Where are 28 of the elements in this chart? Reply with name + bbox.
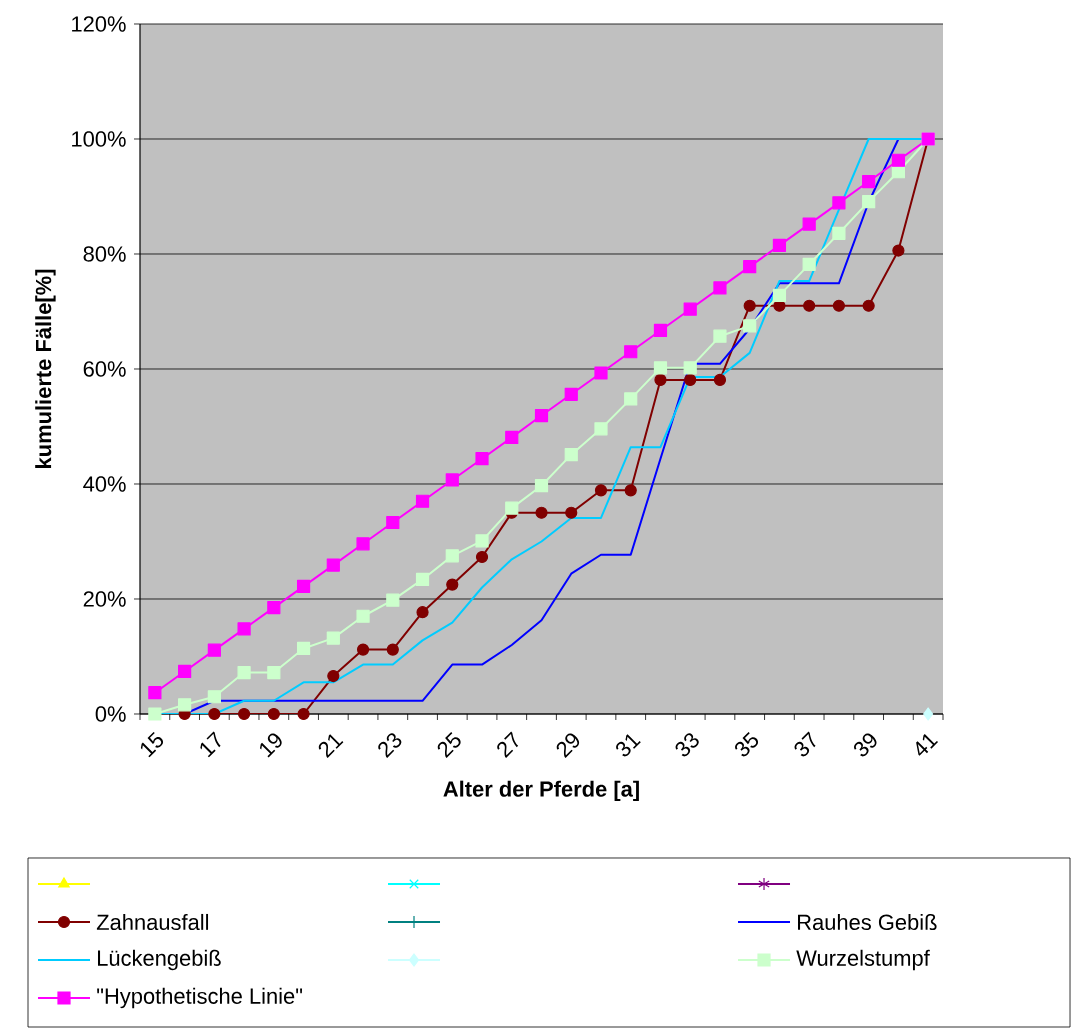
y-axis-title: kumulierte Fälle[%] [35, 269, 56, 468]
y-tick-label: 0% [95, 706, 126, 722]
y-tick-label: 120% [72, 16, 126, 32]
x-tick-label: 31 [616, 734, 641, 757]
x-tick-label: 39 [853, 733, 877, 757]
x-tick-label: 41 [916, 733, 939, 756]
x-tick-label: 15 [140, 731, 164, 758]
x-tick-label: 19 [259, 733, 282, 758]
x-axis-title: Alter der Pferde [a] [443, 780, 639, 802]
legend-label: Lückengebiß [98, 949, 221, 971]
legend-label: Zahnausfall [96, 913, 209, 931]
y-tick-label: 60% [83, 361, 126, 377]
x-tick-label: 23 [378, 733, 402, 758]
legend-label: "Hypothetische Linie" [97, 987, 303, 1009]
x-tick-label: 25 [437, 732, 461, 758]
legend-label: Rauhes Gebiß [798, 913, 937, 931]
y-tick-label: 80% [83, 246, 126, 262]
x-tick-label: 27 [497, 731, 519, 758]
legend-label: Wurzelstumpf [796, 949, 930, 971]
x-tick-label: 33 [675, 733, 699, 757]
x-tick-label: 17 [200, 731, 221, 758]
x-tick-label: 37 [794, 731, 816, 757]
x-tick-label: 29 [556, 733, 580, 758]
x-tick-label: 35 [735, 732, 759, 757]
y-tick-label: 20% [83, 591, 126, 607]
y-tick-label: 100% [72, 131, 126, 147]
x-tick-label: 21 [318, 734, 344, 758]
y-tick-label: 40% [83, 476, 126, 492]
